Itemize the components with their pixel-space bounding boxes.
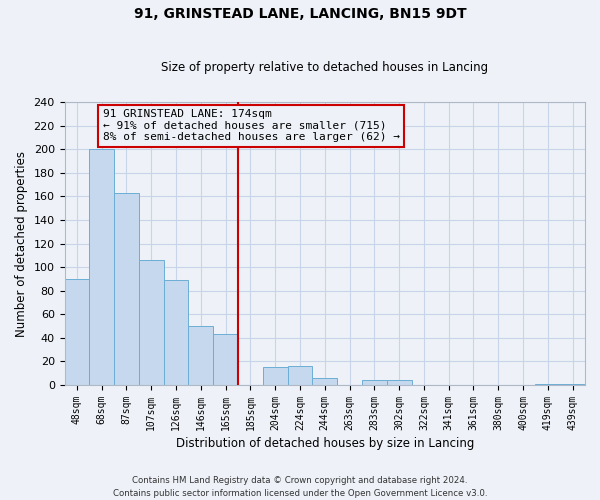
- X-axis label: Distribution of detached houses by size in Lancing: Distribution of detached houses by size …: [176, 437, 474, 450]
- Bar: [65, 279, 89, 385]
- Bar: [114, 193, 139, 385]
- Bar: [263, 368, 287, 385]
- Bar: [213, 334, 238, 385]
- Bar: [139, 260, 164, 385]
- Bar: [535, 384, 560, 385]
- Bar: [164, 280, 188, 385]
- Bar: [387, 380, 412, 385]
- Text: Contains HM Land Registry data © Crown copyright and database right 2024.
Contai: Contains HM Land Registry data © Crown c…: [113, 476, 487, 498]
- Title: Size of property relative to detached houses in Lancing: Size of property relative to detached ho…: [161, 62, 488, 74]
- Y-axis label: Number of detached properties: Number of detached properties: [15, 150, 28, 336]
- Text: 91 GRINSTEAD LANE: 174sqm
← 91% of detached houses are smaller (715)
8% of semi-: 91 GRINSTEAD LANE: 174sqm ← 91% of detac…: [103, 109, 400, 142]
- Bar: [560, 384, 585, 385]
- Bar: [188, 326, 213, 385]
- Bar: [287, 366, 313, 385]
- Text: 91, GRINSTEAD LANE, LANCING, BN15 9DT: 91, GRINSTEAD LANE, LANCING, BN15 9DT: [134, 8, 466, 22]
- Bar: [89, 149, 114, 385]
- Bar: [362, 380, 387, 385]
- Bar: [313, 378, 337, 385]
